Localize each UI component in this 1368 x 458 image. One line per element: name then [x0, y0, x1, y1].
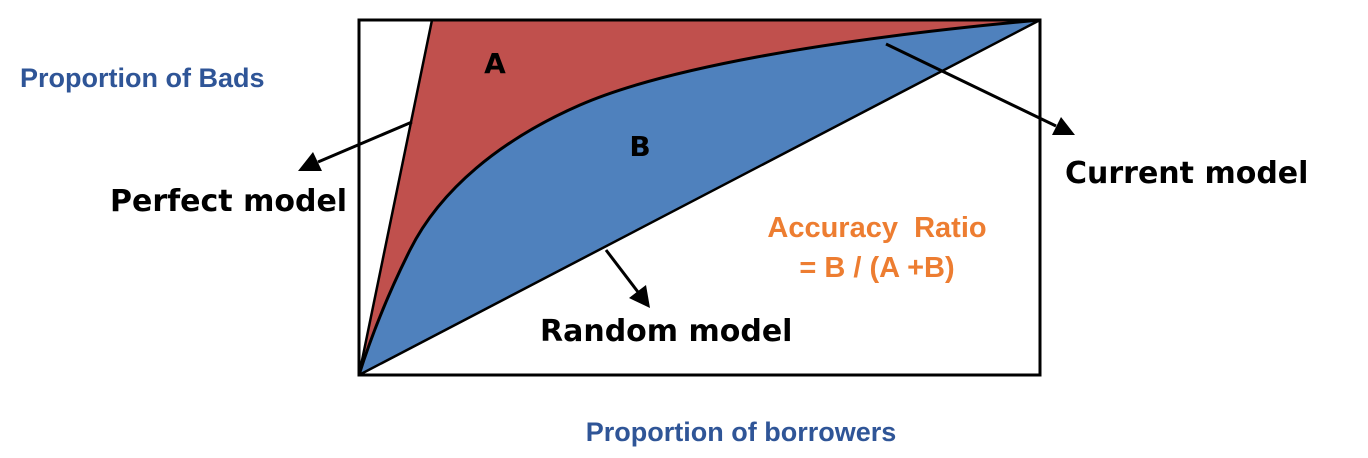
y-axis-label: Proportion of Bads [20, 63, 265, 93]
perfect-model-arrow [298, 120, 413, 171]
random-model-label: Random model [540, 314, 792, 349]
accuracy-ratio-title: Accuracy Ratio [767, 212, 986, 244]
region-b-label: B [629, 130, 650, 163]
perfect-model-label: Perfect model [110, 184, 347, 219]
current-model-label: Current model [1065, 156, 1308, 191]
x-axis-label: Proportion of borrowers [586, 417, 897, 447]
current-model-arrow [885, 42, 1075, 135]
accuracy-ratio-expression: = B / (A +B) [799, 252, 954, 284]
random-model-arrow [604, 249, 650, 308]
region-a-label: A [484, 47, 506, 80]
region-a [359, 20, 1040, 375]
random-model-line [358, 18, 1041, 377]
current-model-curve [357, 18, 1041, 376]
perfect-model-line [357, 19, 434, 376]
plot-frame [357, 18, 1042, 377]
